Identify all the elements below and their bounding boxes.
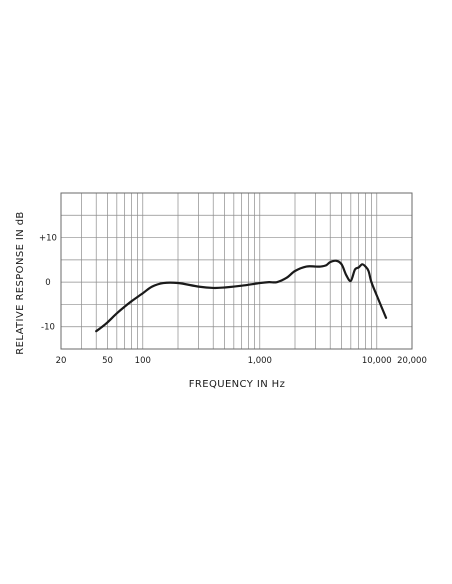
- x-tick-label: 20: [56, 356, 67, 366]
- x-axis-title: FREQUENCY IN Hz: [189, 379, 285, 390]
- chart-grid: [61, 193, 412, 349]
- y-tick-label: 0: [45, 278, 50, 288]
- x-tick-label: 10,000: [362, 356, 392, 366]
- response-curve: [95, 259, 388, 333]
- y-tick-label: +10: [39, 234, 57, 244]
- x-tick-label: 100: [135, 356, 151, 366]
- tick-labels: 20 50 100 1,000 10,000 20,000 +10 0 -10: [39, 234, 427, 366]
- y-tick-label: -10: [41, 323, 55, 333]
- x-tick-label: 50: [102, 356, 113, 366]
- plot-frame: [60, 192, 413, 350]
- x-tick-label: 1,000: [248, 356, 272, 366]
- x-tick-label: 20,000: [397, 356, 427, 366]
- y-axis-title: RELATIVE RESPONSE IN dB: [15, 211, 26, 354]
